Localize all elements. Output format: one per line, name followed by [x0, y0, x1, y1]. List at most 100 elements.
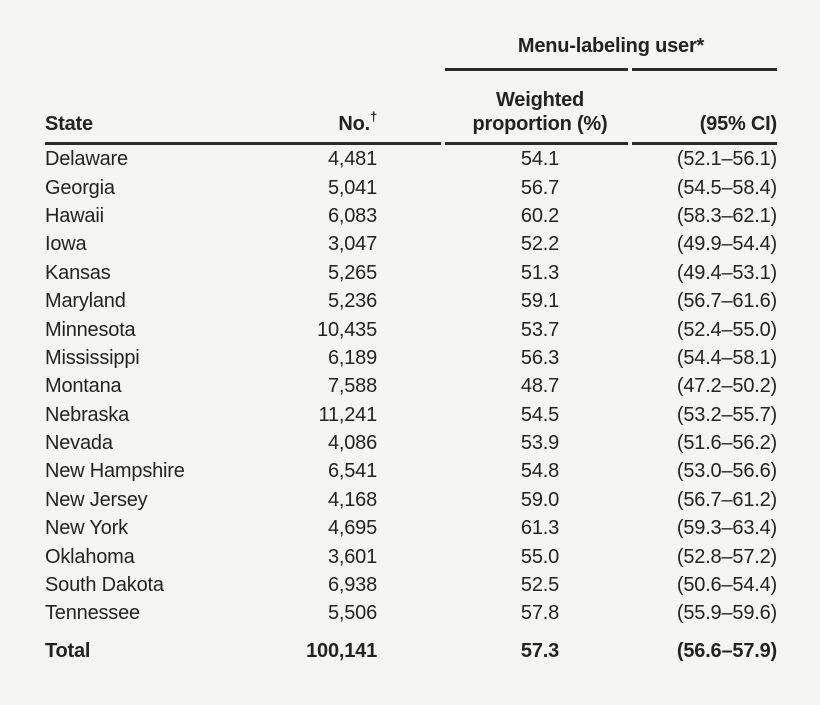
table-row: New York 4,695 61.3 (59.3–63.4) [45, 514, 777, 542]
state-cell: Nevada [45, 432, 113, 455]
count-cell: 11,241 [318, 403, 378, 426]
proportion-cell: 54.1 [520, 148, 560, 171]
count-cell: 6,083 [327, 204, 377, 227]
table-row: Oklahoma 3,601 55.0 (52.8–57.2) [45, 542, 777, 570]
ci-cell: (47.2–50.2) [676, 375, 777, 398]
proportion-cell: 54.8 [520, 460, 560, 483]
proportion-cell: 51.3 [520, 261, 560, 284]
proportion-cell: 59.1 [520, 290, 560, 313]
ci-cell: (58.3–62.1) [676, 204, 777, 227]
header-rule-segment [445, 142, 628, 145]
count-cell: 5,041 [327, 176, 377, 199]
proportion-cell: 53.9 [520, 432, 560, 455]
proportion-cell: 60.2 [520, 204, 560, 227]
column-header-weighted-proportion: Weighted proportion (%) [445, 88, 635, 136]
ci-cell: (53.2–55.7) [676, 403, 777, 426]
column-header-weighted-line2: proportion (%) [472, 113, 608, 135]
state-cell: New Jersey [45, 488, 148, 511]
header-rule-segment [45, 142, 441, 145]
count-cell: 6,541 [327, 460, 377, 483]
proportion-cell: 56.7 [520, 176, 560, 199]
count-cell: 4,086 [327, 432, 377, 455]
proportion-cell: 54.5 [520, 403, 560, 426]
table-row: New Hampshire 6,541 54.8 (53.0–56.6) [45, 457, 777, 485]
ci-cell: (54.4–58.1) [676, 346, 777, 369]
table-body: Delaware 4,481 54.1 (52.1–56.1) Georgia … [45, 145, 777, 628]
state-cell: Tennessee [45, 602, 140, 625]
table-row: Delaware 4,481 54.1 (52.1–56.1) [45, 145, 777, 173]
count-cell: 4,168 [327, 488, 377, 511]
total-state-cell: Total [45, 639, 91, 662]
table-row: Maryland 5,236 59.1 (56.7–61.6) [45, 287, 777, 315]
count-cell: 7,588 [327, 375, 377, 398]
count-cell: 4,695 [327, 517, 377, 540]
table-row: Mississippi 6,189 56.3 (54.4–58.1) [45, 344, 777, 372]
state-cell: Mississippi [45, 346, 140, 369]
total-proportion-cell: 57.3 [520, 639, 560, 662]
ci-cell: (56.7–61.2) [676, 488, 777, 511]
proportion-cell: 52.2 [520, 233, 560, 256]
ci-cell: (53.0–56.6) [676, 460, 777, 483]
table-row: Iowa 3,047 52.2 (49.9–54.4) [45, 230, 777, 258]
spanner-header: Menu-labeling user* [517, 35, 705, 57]
state-cell: New York [45, 517, 128, 540]
count-cell: 6,189 [327, 346, 377, 369]
proportion-cell: 48.7 [520, 375, 560, 398]
spanner-rule-segment [632, 68, 777, 71]
ci-cell: (50.6–54.4) [676, 574, 777, 597]
count-cell: 5,265 [327, 261, 377, 284]
state-cell: Kansas [45, 261, 111, 284]
proportion-cell: 53.7 [520, 318, 560, 341]
state-cell: Delaware [45, 148, 128, 171]
proportion-cell: 57.8 [520, 602, 560, 625]
proportion-cell: 56.3 [520, 346, 560, 369]
state-cell: Oklahoma [45, 545, 135, 568]
ci-cell: (55.9–59.6) [676, 602, 777, 625]
dagger-footnote-mark: † [369, 109, 377, 125]
state-cell: South Dakota [45, 574, 164, 597]
ci-cell: (52.1–56.1) [676, 148, 777, 171]
ci-cell: (51.6–56.2) [676, 432, 777, 455]
column-header-ci: (95% CI) [699, 113, 778, 135]
table-row: South Dakota 6,938 52.5 (50.6–54.4) [45, 571, 777, 599]
spanner-rule [445, 68, 777, 71]
total-ci-cell: (56.6–57.9) [676, 639, 777, 662]
column-header-row: State No.† Weighted proportion (%) (95% … [45, 71, 777, 142]
state-cell: Montana [45, 375, 122, 398]
proportion-cell: 61.3 [520, 517, 560, 540]
state-cell: Minnesota [45, 318, 136, 341]
count-cell: 10,435 [317, 318, 377, 341]
table-row: Hawaii 6,083 60.2 (58.3–62.1) [45, 202, 777, 230]
state-cell: Hawaii [45, 204, 104, 227]
count-cell: 6,938 [327, 574, 377, 597]
state-cell: Nebraska [45, 403, 129, 426]
ci-cell: (49.4–53.1) [676, 261, 777, 284]
ci-cell: (52.4–55.0) [676, 318, 777, 341]
table-row: Minnesota 10,435 53.7 (52.4–55.0) [45, 315, 777, 343]
state-cell: Georgia [45, 176, 115, 199]
state-cell: Iowa [45, 233, 87, 256]
total-count-cell: 100,141 [306, 639, 377, 662]
proportion-cell: 55.0 [520, 545, 560, 568]
total-row: Total 100,141 57.3 (56.6–57.9) [45, 636, 777, 666]
ci-cell: (56.7–61.6) [676, 290, 777, 313]
proportion-cell: 52.5 [520, 574, 560, 597]
menu-labeling-table: Menu-labeling user* State No.† Weighted … [45, 34, 777, 666]
table-row: Georgia 5,041 56.7 (54.5–58.4) [45, 173, 777, 201]
table-row: Tennessee 5,506 57.8 (55.9–59.6) [45, 599, 777, 627]
table-row: Nebraska 11,241 54.5 (53.2–55.7) [45, 401, 777, 429]
ci-cell: (49.9–54.4) [676, 233, 777, 256]
proportion-cell: 59.0 [520, 488, 560, 511]
ci-cell: (52.8–57.2) [676, 545, 777, 568]
state-cell: New Hampshire [45, 460, 185, 483]
count-cell: 3,601 [327, 545, 377, 568]
table-row: Montana 7,588 48.7 (47.2–50.2) [45, 372, 777, 400]
table-row: Kansas 5,265 51.3 (49.4–53.1) [45, 259, 777, 287]
count-cell: 5,506 [327, 602, 377, 625]
count-cell: 4,481 [327, 148, 377, 171]
spanner-rule-segment [445, 68, 628, 71]
header-rule-segment [632, 142, 777, 145]
count-cell: 5,236 [327, 290, 377, 313]
ci-cell: (54.5–58.4) [676, 176, 777, 199]
